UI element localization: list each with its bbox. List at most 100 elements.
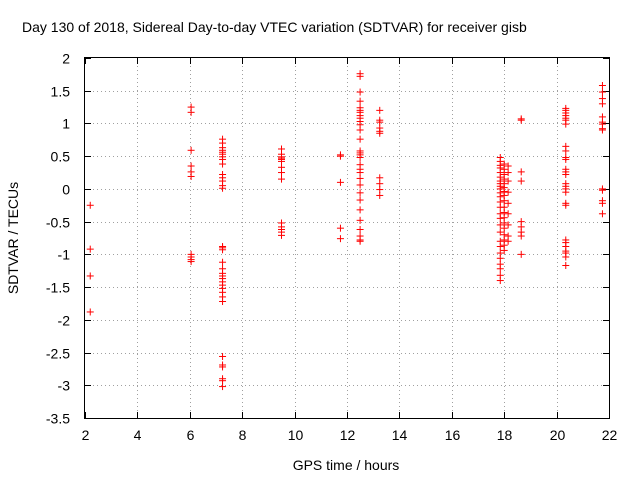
- x-tick-label: 6: [187, 427, 195, 443]
- data-point: [356, 97, 364, 105]
- x-tick-label: 16: [445, 427, 461, 443]
- data-point: [356, 88, 364, 96]
- data-point: [356, 237, 364, 245]
- x-tick-label: 20: [550, 427, 566, 443]
- data-point: [219, 377, 227, 385]
- data-point: [356, 153, 364, 161]
- data-point: [496, 254, 504, 262]
- data-point: [187, 162, 195, 170]
- data-point: [496, 277, 504, 285]
- data-point: [356, 72, 364, 80]
- data-point: [336, 152, 344, 160]
- y-tick-label: 0: [62, 182, 70, 198]
- data-point: [376, 186, 384, 194]
- data-point: [356, 126, 364, 134]
- x-tick-label: 10: [288, 427, 304, 443]
- data-point: [86, 308, 94, 316]
- data-point: [598, 199, 606, 207]
- data-points: [86, 70, 606, 391]
- data-point: [496, 243, 504, 251]
- data-point: [504, 210, 512, 218]
- data-point: [356, 206, 364, 214]
- x-tick-label: 22: [602, 427, 618, 443]
- data-point: [504, 237, 512, 245]
- x-tick-label: 4: [134, 427, 142, 443]
- data-point: [219, 160, 227, 168]
- data-point: [356, 225, 364, 233]
- data-point: [356, 189, 364, 197]
- data-point: [187, 172, 195, 180]
- y-axis-title: SDTVAR / TECUs: [5, 182, 21, 294]
- data-point: [517, 232, 525, 240]
- data-point: [598, 186, 606, 194]
- data-point: [219, 246, 227, 254]
- data-point: [278, 231, 285, 239]
- y-tick-label: -1.5: [46, 280, 70, 296]
- x-axis-title: GPS time / hours: [293, 457, 400, 473]
- y-tick-label: -2.5: [46, 346, 70, 362]
- data-point: [562, 120, 570, 128]
- chart-title: Day 130 of 2018, Sidereal Day-to-day VTE…: [22, 19, 527, 35]
- y-tick-label: -0.5: [46, 215, 70, 231]
- axis-ticks: [85, 58, 610, 419]
- data-point: [219, 258, 227, 266]
- data-point: [598, 100, 606, 108]
- data-point: [356, 169, 364, 177]
- data-point: [86, 272, 94, 280]
- data-point: [500, 224, 508, 232]
- data-point: [496, 265, 504, 273]
- data-point: [598, 210, 606, 218]
- data-point: [496, 214, 504, 222]
- data-point: [562, 147, 570, 155]
- data-point: [187, 258, 195, 266]
- x-tick-labels: 2 4 6 8 10 12 14 16 18 20 22: [82, 427, 618, 443]
- y-tick-label: 1.5: [51, 84, 71, 100]
- data-point: [86, 201, 94, 209]
- data-point: [500, 246, 508, 254]
- data-point: [517, 250, 525, 258]
- data-point: [517, 177, 525, 185]
- data-point: [598, 81, 606, 89]
- data-point: [356, 181, 364, 189]
- y-tick-label: 2: [62, 51, 70, 67]
- y-tick-label: -2: [58, 313, 71, 329]
- data-point: [219, 297, 227, 305]
- y-tick-label: 1: [62, 116, 70, 132]
- x-tick-label: 2: [82, 427, 90, 443]
- data-point: [187, 146, 195, 154]
- data-point: [562, 155, 570, 163]
- data-point: [496, 228, 504, 236]
- data-point: [86, 245, 94, 253]
- y-tick-label: 0.5: [51, 149, 71, 165]
- data-point: [356, 216, 364, 224]
- data-point: [376, 174, 384, 182]
- data-point: [278, 169, 285, 177]
- data-point: [376, 106, 384, 114]
- data-point: [504, 162, 512, 170]
- data-point: [504, 199, 512, 207]
- data-point: [517, 168, 525, 176]
- y-tick-labels: 2 1.5 1 0.5 0 -0.5 -1 -1.5 -2 -2.5 -3 -3.5: [46, 51, 70, 427]
- data-point: [562, 261, 570, 269]
- grid-lines: [85, 58, 609, 418]
- data-point: [336, 178, 344, 186]
- data-point: [356, 135, 364, 143]
- data-point: [504, 188, 512, 196]
- x-tick-label: 12: [340, 427, 356, 443]
- data-point: [356, 196, 364, 204]
- data-point: [504, 177, 512, 185]
- data-point: [504, 221, 512, 229]
- data-point: [496, 221, 504, 229]
- data-point: [562, 188, 570, 196]
- data-point: [219, 363, 227, 371]
- data-point: [376, 129, 384, 137]
- data-point: [219, 184, 227, 192]
- data-point: [562, 201, 570, 209]
- data-point: [598, 88, 606, 96]
- y-tick-label: -3.5: [46, 411, 70, 427]
- data-point: [336, 235, 344, 243]
- data-point: [278, 157, 285, 165]
- x-tick-label: 8: [239, 427, 247, 443]
- data-point: [376, 191, 384, 199]
